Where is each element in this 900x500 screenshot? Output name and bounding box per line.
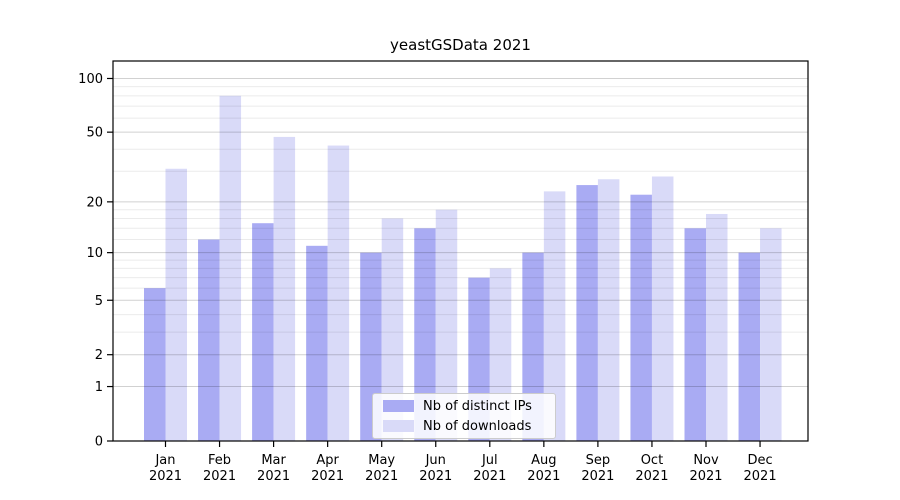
bar-feb-ips bbox=[198, 239, 220, 441]
bar-may-downloads bbox=[381, 218, 404, 441]
bar-sep-ips bbox=[576, 185, 598, 441]
y-tick-label-0: 0 bbox=[95, 435, 103, 450]
y-tick-label-50: 50 bbox=[86, 126, 103, 141]
bar-nov-ips bbox=[684, 228, 706, 441]
bar-jun-ips bbox=[414, 228, 436, 441]
y-tick-label-100: 100 bbox=[78, 72, 103, 87]
legend-label-distinct-ips: Nb of distinct IPs bbox=[423, 398, 532, 414]
bar-jun-downloads bbox=[435, 209, 458, 441]
legend-item: Nb of distinct IPs bbox=[383, 398, 555, 415]
x-tick-label-apr: Apr 2021 bbox=[311, 453, 344, 484]
chart-title: yeastGSData 2021 bbox=[390, 36, 531, 54]
x-tick-label-feb: Feb 2021 bbox=[203, 453, 236, 484]
x-tick-label-jan: Jan 2021 bbox=[149, 453, 182, 484]
y-tick-label-2: 2 bbox=[95, 348, 103, 363]
bar-apr-ips bbox=[306, 245, 328, 441]
bar-nov-downloads bbox=[706, 213, 728, 441]
x-tick-label-sep: Sep 2021 bbox=[581, 453, 614, 484]
bar-dec-ips bbox=[738, 252, 761, 441]
y-tick-label-20: 20 bbox=[86, 195, 103, 210]
bar-dec-downloads bbox=[760, 228, 782, 441]
x-tick-label-jul: Jul 2021 bbox=[473, 453, 506, 484]
x-tick-label-aug: Aug 2021 bbox=[527, 453, 560, 484]
legend: Nb of distinct IPs Nb of downloads bbox=[372, 393, 556, 439]
legend-swatch-downloads bbox=[383, 420, 414, 432]
legend-swatch-distinct-ips bbox=[383, 400, 414, 412]
bar-oct-ips bbox=[630, 194, 652, 441]
bar-oct-downloads bbox=[651, 176, 674, 442]
plot-frame bbox=[112, 60, 809, 442]
legend-item: Nb of downloads bbox=[383, 418, 555, 435]
legend-label-downloads: Nb of downloads bbox=[423, 418, 532, 434]
bar-feb-downloads bbox=[219, 95, 242, 442]
bar-mar-downloads bbox=[273, 136, 296, 441]
bar-sep-downloads bbox=[597, 179, 620, 441]
x-tick-label-mar: Mar 2021 bbox=[257, 453, 290, 484]
y-tick-label-1: 1 bbox=[95, 380, 103, 395]
bar-jan-downloads bbox=[165, 168, 187, 441]
bar-aug-downloads bbox=[543, 191, 566, 441]
bar-mar-ips bbox=[252, 223, 274, 441]
x-tick-label-oct: Oct 2021 bbox=[635, 453, 668, 484]
bar-apr-downloads bbox=[327, 145, 350, 441]
bar-jan-ips bbox=[144, 288, 166, 441]
x-tick-label-may: May 2021 bbox=[365, 453, 398, 484]
y-tick-label-5: 5 bbox=[95, 294, 103, 309]
x-tick-label-dec: Dec 2021 bbox=[744, 453, 777, 484]
y-tick-label-10: 10 bbox=[86, 246, 103, 261]
x-tick-label-jun: Jun 2021 bbox=[419, 453, 452, 484]
x-tick-label-nov: Nov 2021 bbox=[689, 453, 722, 484]
